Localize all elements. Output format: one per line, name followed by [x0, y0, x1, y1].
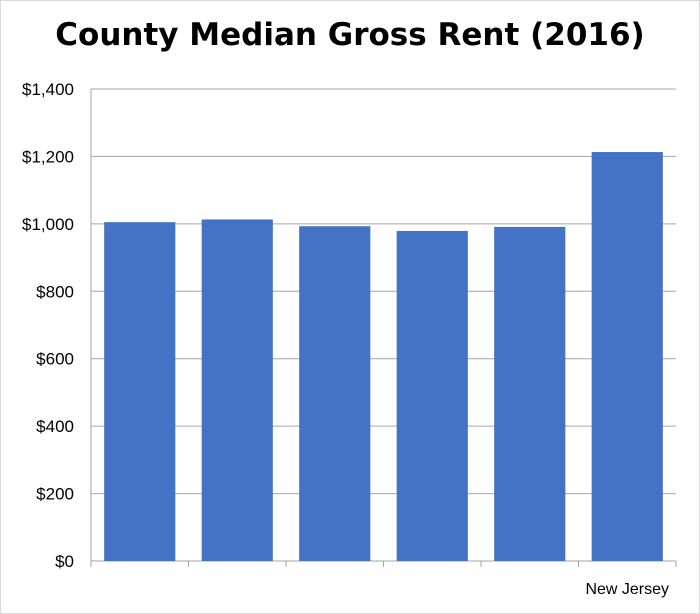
y-tick-label: $1,000 [22, 215, 74, 234]
chart-title: County Median Gross Rent (2016) [55, 17, 645, 53]
y-tick-label: $200 [36, 485, 74, 504]
bar [299, 226, 371, 561]
y-tick-label: $600 [36, 350, 74, 369]
y-tick-label: $800 [36, 282, 74, 301]
bar [591, 152, 663, 561]
bar [396, 230, 468, 562]
bar [104, 222, 176, 561]
y-tick-label: $1,400 [22, 80, 74, 99]
bar [201, 219, 273, 561]
y-tick-label: $400 [36, 417, 74, 436]
x-category-label: New Jersey [585, 581, 669, 598]
y-tick-label: $0 [55, 552, 74, 571]
bar [494, 226, 566, 562]
y-tick-label: $1,200 [22, 147, 74, 166]
